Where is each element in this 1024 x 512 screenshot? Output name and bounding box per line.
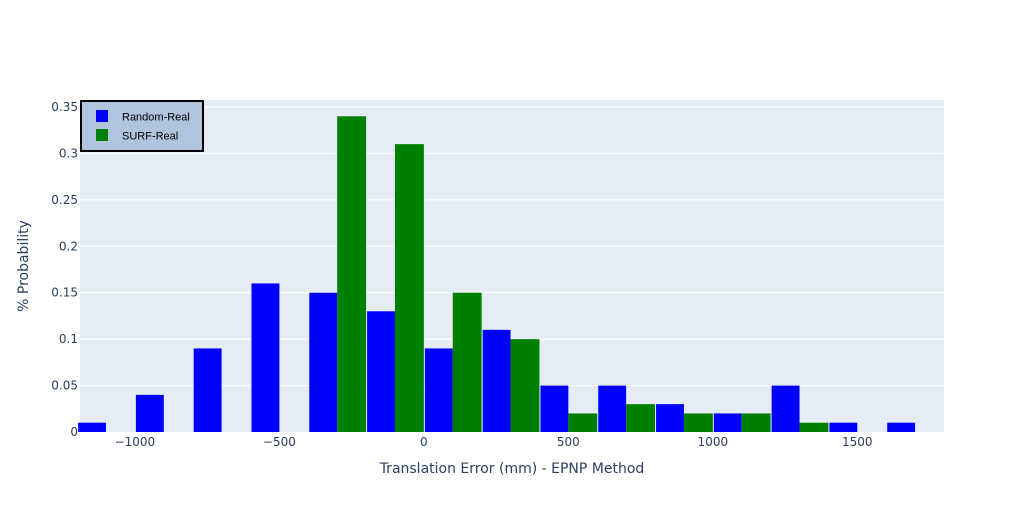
y-tick-label: 0.35	[51, 100, 78, 114]
y-tick-label: 0.1	[59, 332, 78, 346]
y-tick-label: 0.3	[59, 146, 78, 160]
bar-surf-real	[452, 292, 482, 432]
x-tick-label: 500	[557, 435, 580, 449]
bar-random-real	[713, 413, 742, 432]
y-axis-ticks: 0 0.05 0.1 0.15 0.2 0.25 0.3 0.35	[51, 100, 78, 439]
bar-random-real	[887, 422, 916, 432]
bar-random-real	[424, 348, 453, 432]
bar-random-real	[482, 329, 511, 432]
legend-swatch-random-real	[96, 110, 108, 122]
bar-surf-real	[394, 144, 424, 432]
x-tick-label: −1000	[115, 435, 156, 449]
bar-surf-real	[799, 422, 829, 432]
bar-random-real	[771, 385, 800, 432]
y-tick-label: 0.25	[51, 193, 78, 207]
x-tick-label: 0	[420, 435, 428, 449]
bar-surf-real	[626, 404, 656, 432]
bar-random-real	[598, 385, 627, 432]
bar-surf-real	[510, 339, 540, 432]
legend-label-surf-real: SURF-Real	[122, 131, 178, 143]
bars	[78, 116, 916, 433]
x-axis-title: Translation Error (mm) - EPNP Method	[379, 461, 645, 477]
x-tick-label: 1500	[842, 435, 873, 449]
bar-random-real	[367, 311, 395, 432]
y-axis-title: % Probability	[16, 220, 32, 312]
bar-random-real	[135, 394, 164, 432]
y-tick-label: 0.05	[51, 379, 78, 393]
bar-random-real	[78, 422, 107, 432]
legend: Random-Real SURF-Real	[80, 100, 204, 152]
bar-surf-real	[741, 413, 771, 432]
x-axis-ticks: −1000 −500 0 500 1000 1500	[115, 435, 873, 449]
bar-random-real	[193, 348, 222, 432]
y-tick-label: 0.15	[51, 286, 78, 300]
bar-surf-real	[683, 413, 713, 432]
bar-random-real	[251, 283, 280, 432]
legend-box	[80, 100, 204, 152]
y-tick-label: 0.2	[59, 239, 78, 253]
bar-random-real	[309, 292, 338, 432]
x-tick-label: 1000	[698, 435, 729, 449]
bar-surf-real	[337, 116, 367, 433]
x-tick-label: −500	[263, 435, 296, 449]
legend-label-random-real: Random-Real	[122, 112, 190, 124]
bar-random-real	[829, 422, 858, 432]
legend-swatch-surf-real	[96, 129, 108, 141]
bar-random-real	[540, 385, 569, 432]
bar-random-real	[656, 404, 684, 432]
bar-surf-real	[568, 413, 598, 432]
y-tick-label: 0	[70, 425, 78, 439]
